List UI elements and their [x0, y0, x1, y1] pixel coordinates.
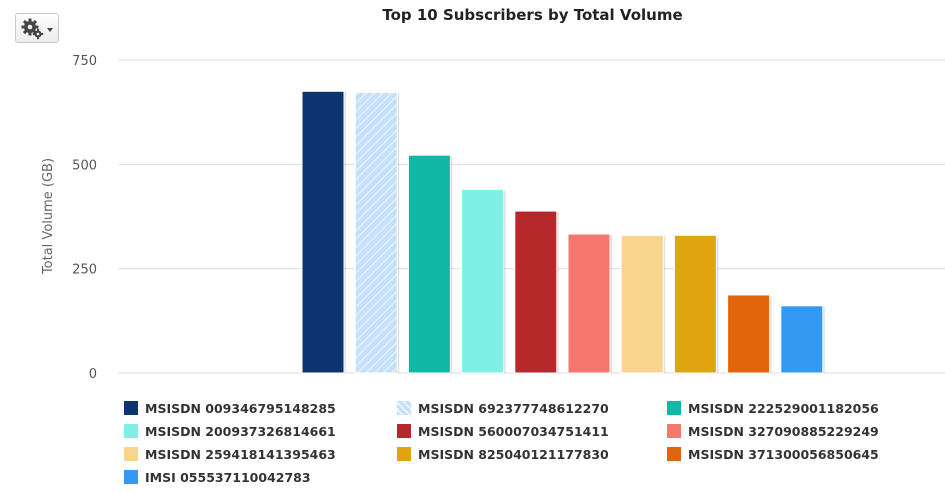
legend-item[interactable]: MSISDN 692377748612270: [397, 398, 609, 418]
legend-item[interactable]: MSISDN 222529001182056: [667, 398, 879, 418]
y-tick-label: 500: [72, 158, 97, 173]
legend-item[interactable]: MSISDN 259418141395463: [124, 444, 336, 464]
bar-3[interactable]: [407, 154, 451, 374]
legend-label: IMSI 055537110042783: [145, 469, 311, 485]
bar-2[interactable]: [354, 92, 398, 374]
y-tick-label: 0: [89, 367, 97, 382]
bar-7[interactable]: [620, 234, 664, 374]
legend-swatch: [124, 447, 138, 461]
bar-1[interactable]: [301, 90, 345, 374]
legend-label: MSISDN 222529001182056: [688, 400, 879, 416]
bar-chart: 0 250 500 750 Total Volume (GB): [41, 54, 945, 382]
legend-item[interactable]: MSISDN 825040121177830: [397, 444, 609, 464]
bar-8[interactable]: [673, 234, 717, 374]
legend-swatch: [667, 447, 681, 461]
legend-label: MSISDN 009346795148285: [145, 400, 336, 416]
legend-item[interactable]: IMSI 055537110042783: [124, 467, 311, 487]
legend-swatch: [667, 424, 681, 438]
legend-swatch: [397, 401, 411, 415]
legend-item[interactable]: MSISDN 560007034751411: [397, 421, 609, 441]
legend-swatch: [124, 470, 138, 484]
legend-swatch: [667, 401, 681, 415]
legend-swatch: [397, 424, 411, 438]
legend-item[interactable]: MSISDN 009346795148285: [124, 398, 336, 418]
legend-item[interactable]: MSISDN 200937326814661: [124, 421, 336, 441]
legend-label: MSISDN 825040121177830: [418, 446, 609, 462]
bar-4[interactable]: [461, 188, 505, 374]
y-tick-label: 250: [72, 263, 97, 278]
chart-title: Top 10 Subscribers by Total Volume: [382, 6, 683, 24]
bar-9[interactable]: [727, 294, 771, 374]
bar-5[interactable]: [514, 210, 558, 374]
legend-item[interactable]: MSISDN 327090885229249: [667, 421, 879, 441]
legend-label: MSISDN 692377748612270: [418, 400, 609, 416]
legend-label: MSISDN 327090885229249: [688, 423, 879, 439]
legend-label: MSISDN 371300056850645: [688, 446, 879, 462]
legend-swatch: [124, 401, 138, 415]
bar-6[interactable]: [567, 233, 611, 374]
settings-menu-button[interactable]: [15, 13, 59, 43]
legend-label: MSISDN 259418141395463: [145, 446, 336, 462]
legend-swatch: [397, 447, 411, 461]
gear-icon: [21, 18, 44, 40]
legend-label: MSISDN 560007034751411: [418, 423, 609, 439]
y-tick-label: 750: [72, 54, 97, 69]
legend-label: MSISDN 200937326814661: [145, 423, 336, 439]
bar-10[interactable]: [780, 305, 824, 374]
y-axis-title: Total Volume (GB): [41, 158, 56, 275]
legend-swatch: [124, 424, 138, 438]
caret-down-icon: [47, 28, 53, 32]
legend-item[interactable]: MSISDN 371300056850645: [667, 444, 879, 464]
